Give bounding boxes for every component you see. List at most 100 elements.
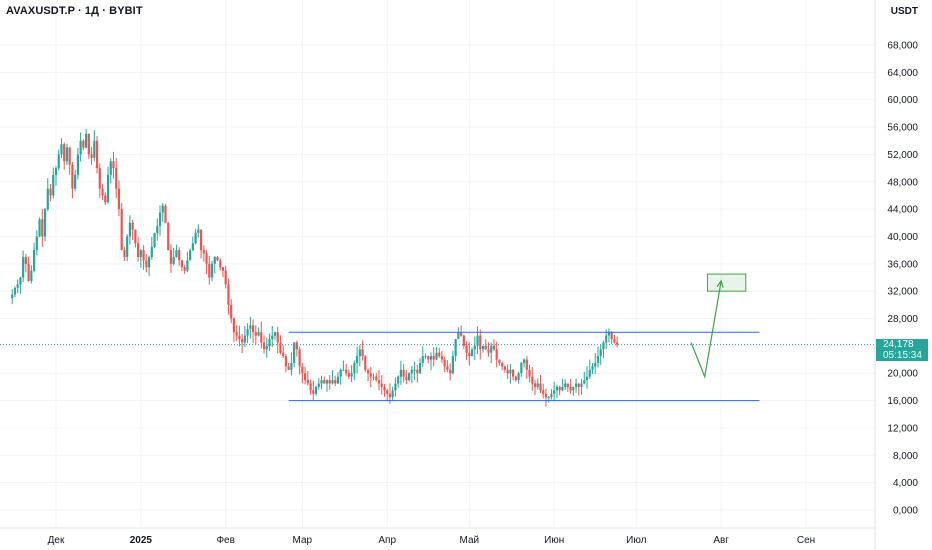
candle-body xyxy=(221,267,225,271)
candle-body xyxy=(85,133,88,148)
candle-body xyxy=(438,352,441,357)
candle-body xyxy=(366,369,370,374)
candle-body xyxy=(514,376,517,381)
candle-body xyxy=(336,376,340,384)
candle-body xyxy=(230,304,233,319)
candle-body xyxy=(27,263,30,281)
candle-body xyxy=(115,168,118,189)
candle-body xyxy=(101,188,104,196)
candle-body xyxy=(191,243,194,251)
candle-body xyxy=(451,356,454,374)
candle-body xyxy=(388,393,392,398)
candle-body xyxy=(202,250,205,254)
candle-body xyxy=(33,250,36,271)
candle-body xyxy=(424,356,427,358)
candle-body xyxy=(432,356,435,360)
candle-body xyxy=(380,383,383,387)
candle-body xyxy=(544,393,548,398)
candle-body xyxy=(65,147,69,162)
candle-body xyxy=(594,362,597,367)
candle-body xyxy=(599,349,602,357)
candle-body xyxy=(574,383,578,387)
candle-body xyxy=(158,212,162,227)
projection-arrow-head xyxy=(716,279,724,288)
candle-body xyxy=(295,342,298,350)
candle-body xyxy=(347,373,350,377)
y-tick-label: 32,000 xyxy=(887,287,918,298)
candle-body xyxy=(303,373,307,381)
candle-body xyxy=(361,349,364,357)
candle-body xyxy=(394,383,397,391)
candle-body xyxy=(517,373,520,381)
candle-body xyxy=(265,345,268,350)
candle-body xyxy=(147,256,151,268)
projection-path xyxy=(690,280,722,379)
candle-body xyxy=(509,369,512,374)
candle-body xyxy=(167,222,170,251)
candle-body xyxy=(205,253,208,264)
candle-body xyxy=(290,362,293,370)
candle-body xyxy=(41,219,44,237)
candle-body xyxy=(528,369,531,377)
candle-body xyxy=(484,345,487,350)
candle-body xyxy=(369,373,372,377)
symbol-title[interactable]: AVAXUSDT.P · 1Д · BYBIT xyxy=(6,5,143,17)
candle-body xyxy=(309,383,312,391)
candle-body xyxy=(547,397,550,399)
candle-body xyxy=(186,260,189,271)
candle-body xyxy=(312,390,315,394)
candle-body xyxy=(79,140,82,155)
candle-body xyxy=(251,325,255,333)
last-price-badge: 24,178 05:15:34 xyxy=(876,339,928,361)
candle-body xyxy=(112,161,115,169)
candle-body xyxy=(11,294,14,299)
x-tick-label: Июл xyxy=(626,535,646,546)
candle-body xyxy=(588,369,591,377)
candle-body xyxy=(481,345,485,350)
candle-body xyxy=(610,332,613,340)
candle-body xyxy=(301,366,304,374)
candle-body xyxy=(320,380,323,384)
candle-body xyxy=(531,376,534,384)
candle-body xyxy=(328,380,331,384)
candle-body xyxy=(498,359,501,363)
candle-body xyxy=(585,376,589,381)
candle-body xyxy=(57,154,60,169)
candle-body xyxy=(331,380,334,384)
candle-body xyxy=(476,335,479,346)
candle-body xyxy=(175,250,178,257)
candle-body xyxy=(293,342,296,363)
candle-body xyxy=(462,335,465,346)
candle-body xyxy=(446,366,449,370)
candle-body xyxy=(120,209,123,251)
candle-body xyxy=(35,236,38,251)
candle-body xyxy=(334,380,337,384)
candle-body xyxy=(553,390,556,394)
candle-body xyxy=(391,390,394,398)
y-tick-label: 28,000 xyxy=(887,314,918,325)
candle-body xyxy=(375,376,378,381)
candle-body xyxy=(325,380,329,384)
x-tick-label: 2025 xyxy=(130,535,153,546)
candle-body xyxy=(605,335,608,343)
candle-body xyxy=(418,362,422,374)
candle-body xyxy=(405,376,408,381)
candle-body xyxy=(153,233,156,247)
candle-body xyxy=(19,277,22,285)
candle-body xyxy=(314,386,318,394)
candle-body xyxy=(408,373,411,381)
y-tick-label: 52,000 xyxy=(887,150,918,161)
candle-body xyxy=(123,250,126,257)
y-tick-label: 0,000 xyxy=(893,506,918,517)
candle-body xyxy=(49,188,52,196)
candle-body xyxy=(139,250,142,257)
candle-body xyxy=(353,362,356,374)
candle-body xyxy=(525,359,528,370)
candle-body xyxy=(213,256,216,264)
candle-body xyxy=(364,356,367,370)
candle-body xyxy=(183,267,186,271)
candle-body xyxy=(421,356,424,363)
candle-body xyxy=(583,380,586,384)
candle-body xyxy=(216,256,219,261)
